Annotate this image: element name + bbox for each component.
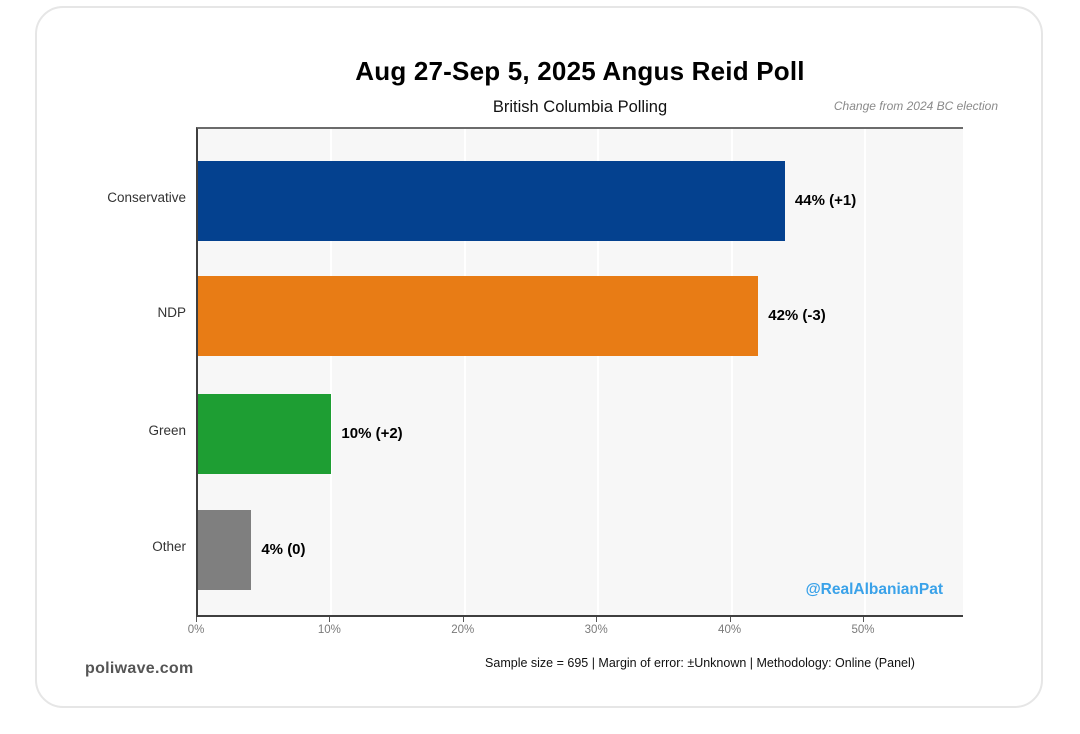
category-label-ndp: NDP [157, 305, 186, 320]
change-annotation: Change from 2024 BC election [833, 99, 998, 113]
bar-green [198, 394, 332, 474]
x-tick-10 [329, 617, 331, 622]
x-tick-label-30: 30% [584, 624, 608, 636]
watermark-handle: @RealAlbanianPat [805, 581, 943, 598]
bar-other [198, 510, 252, 590]
bar-value-ndp: 42% (-3) [768, 307, 826, 324]
category-label-other: Other [152, 539, 186, 554]
gridline-40 [730, 129, 733, 615]
x-tick-label-20: 20% [451, 624, 475, 636]
bar-conservative [198, 161, 785, 241]
x-tick-label-0: 0% [187, 624, 205, 636]
category-label-conservative: Conservative [107, 190, 186, 205]
x-tick-50 [862, 617, 864, 622]
bar-value-conservative: 44% (+1) [794, 192, 857, 209]
x-tick-label-10: 10% [317, 624, 341, 636]
x-tick-30 [596, 617, 598, 622]
x-tick-0 [196, 617, 197, 622]
gridline-10 [330, 129, 333, 615]
bar-value-green: 10% (+2) [341, 425, 403, 442]
gridline-20 [463, 129, 466, 615]
gridline-50 [863, 129, 866, 615]
bar-value-other: 4% (0) [261, 541, 306, 558]
gridline-30 [597, 129, 600, 615]
x-tick-label-40: 40% [718, 624, 742, 636]
x-tick-label-50: 50% [851, 624, 875, 636]
site-credit: poliwave.com [85, 660, 194, 677]
x-tick-20 [462, 617, 464, 622]
category-label-green: Green [148, 423, 186, 438]
bar-ndp [198, 276, 759, 356]
chart-subtitle: British Columbia Polling [492, 98, 668, 116]
methodology-note: Sample size = 695 | Margin of error: ±Un… [485, 656, 915, 670]
chart-title: Aug 27-Sep 5, 2025 Angus Reid Poll [355, 56, 805, 86]
x-tick-40 [729, 617, 731, 622]
plot-area: 44% (+1) 42% (-3) 10% (+2) 4% (0) @RealAlban… [196, 127, 963, 617]
